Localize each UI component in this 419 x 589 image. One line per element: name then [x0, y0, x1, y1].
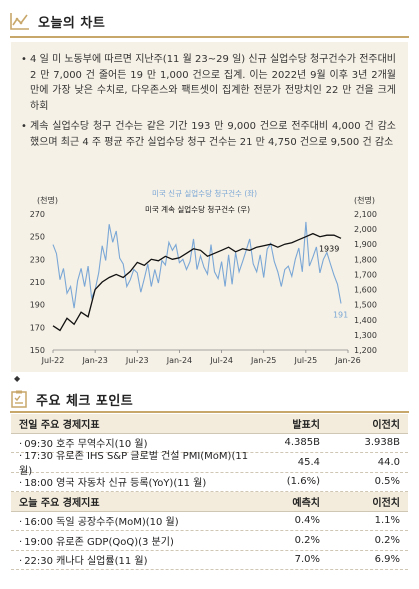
- x-tick-label: Jan-26: [334, 356, 360, 365]
- today-chart-rule: [10, 36, 409, 38]
- section-marker: ◆: [14, 374, 21, 383]
- left-unit-label: (천명): [37, 195, 58, 205]
- end-label-continuing-claims: 1939: [319, 244, 339, 253]
- row-value: 0.2%: [294, 534, 320, 546]
- prev-header-col2: 발표치: [292, 419, 320, 431]
- table-row: · 18:00 영국 자동차 신규 등록(YoY)(11 월) (1.6%) 0.…: [11, 473, 408, 492]
- right-tick-label: 1,700: [354, 270, 377, 279]
- row-value: (1.6%): [286, 476, 320, 488]
- checklist-icon: [11, 390, 27, 408]
- right-tick-label: 1,200: [354, 346, 377, 355]
- indicator-table: 전일 주요 경제지표 발표치 이전치 · 09:30 호주 무역수지(10 월) …: [11, 414, 408, 570]
- summary-bullet-2: 계속 실업수당 청구 건수는 같은 기간 193 만 9,000 건으로 전주대…: [21, 119, 396, 150]
- row-label: 22:30 캐나다 실업률(11 월): [24, 556, 148, 568]
- table-row: · 22:30 캐나다 실업률(11 월) 7.0% 6.9%: [11, 551, 408, 570]
- series-line-continuing-claims: [52, 232, 342, 332]
- row-label: 17:30 유로존 IHS S&P 글로벌 건설 PMI(MoM)(11 월): [19, 451, 249, 478]
- summary-bullet-1: 4 일 미 노동부에 따르면 지난주(11 월 23~29 일) 신규 실업수당…: [21, 52, 396, 114]
- left-tick-label: 210: [30, 278, 45, 287]
- left-tick-label: 170: [30, 323, 45, 332]
- table-row: · 17:30 유로존 IHS S&P 글로벌 건설 PMI(MoM)(11 월)…: [11, 451, 408, 477]
- right-tick-label: 1,500: [354, 301, 377, 310]
- row-prev: 6.9%: [374, 554, 400, 566]
- row-label: 09:30 호주 무역수지(10 월): [24, 439, 148, 451]
- right-tick-label: 1,800: [354, 255, 377, 264]
- row-label: 18:00 영국 자동차 신규 등록(YoY)(11 월): [24, 478, 207, 490]
- right-tick-label: 2,100: [354, 210, 377, 219]
- x-tick-label: Jul-22: [41, 356, 65, 365]
- prev-header-col3: 이전치: [372, 419, 400, 431]
- row-prev: 44.0: [377, 456, 400, 468]
- x-tick-label: Jan-24: [166, 356, 192, 365]
- today-chart-title: 오늘의 차트: [38, 15, 106, 31]
- left-tick-label: 270: [30, 210, 45, 219]
- today-header-col3: 이전치: [372, 497, 400, 509]
- check-points-rule: [10, 411, 409, 413]
- row-prev: 1.1%: [374, 515, 400, 527]
- today-header-col2: 예측치: [292, 497, 320, 509]
- today-indicators-header: 오늘 주요 경제지표 예측치 이전치: [11, 492, 408, 512]
- table-row: · 09:30 호주 무역수지(10 월) 4.385B 3.938B: [11, 434, 408, 453]
- x-tick-label: Jan-23: [81, 356, 107, 365]
- end-label-new-claims: 191: [333, 311, 348, 320]
- right-tick-label: 1,900: [354, 240, 377, 249]
- today-header-label: 오늘 주요 경제지표: [19, 497, 100, 509]
- x-tick-label: Jul-25: [293, 356, 317, 365]
- x-tick-label: Jul-23: [125, 356, 149, 365]
- legend-new-claims: 미국 신규 실업수당 청구건수 (좌): [152, 188, 257, 198]
- line-chart-icon: [10, 13, 29, 30]
- row-prev: 0.2%: [374, 534, 400, 546]
- claims-chart-svg: (천명) (천명) 미국 신규 실업수당 청구건수 (좌) 미국 계속 실업수당 청구…: [30, 188, 377, 365]
- row-prev: 3.938B: [364, 437, 401, 449]
- row-prev: 0.5%: [374, 476, 400, 488]
- check-points-header: 주요 체크 포인트: [10, 386, 133, 412]
- row-label: 16:00 독일 공장수주(MoM)(10 월): [24, 517, 179, 529]
- x-tick-label: Jul-24: [209, 356, 233, 365]
- prev-indicators-header: 전일 주요 경제지표 발표치 이전치: [11, 414, 408, 434]
- prev-header-label: 전일 주요 경제지표: [19, 419, 100, 431]
- left-tick-label: 230: [30, 255, 45, 264]
- right-tick-label: 1,600: [354, 286, 377, 295]
- table-row: · 16:00 독일 공장수주(MoM)(10 월) 0.4% 1.1%: [11, 512, 408, 531]
- legend-continuing-claims: 미국 계속 실업수당 청구건수 (우): [145, 204, 250, 214]
- today-chart-header: 오늘의 차트: [10, 8, 105, 34]
- left-tick-label: 190: [30, 301, 45, 310]
- summary-box: 4 일 미 노동부에 따르면 지난주(11 월 23~29 일) 신규 실업수당…: [11, 42, 408, 182]
- row-value: 45.4: [297, 456, 320, 468]
- row-value: 4.385B: [284, 437, 321, 449]
- row-value: 7.0%: [294, 554, 320, 566]
- left-tick-label: 250: [30, 233, 45, 242]
- check-points-title: 주요 체크 포인트: [36, 393, 134, 409]
- right-unit-label: (천명): [354, 195, 375, 205]
- row-label: 19:00 유로존 GDP(QoQ)(3 분기): [24, 536, 174, 548]
- right-tick-label: 1,400: [354, 316, 377, 325]
- x-tick-label: Jan-25: [250, 356, 276, 365]
- left-tick-label: 150: [30, 346, 45, 355]
- series-line-new-claims: [52, 221, 342, 309]
- row-value: 0.4%: [294, 515, 320, 527]
- right-tick-label: 2,000: [354, 225, 377, 234]
- right-tick-label: 1,300: [354, 331, 377, 340]
- table-row: · 19:00 유로존 GDP(QoQ)(3 분기) 0.2% 0.2%: [11, 531, 408, 551]
- claims-chart: (천명) (천명) 미국 신규 실업수당 청구건수 (좌) 미국 계속 실업수당 청구…: [11, 182, 408, 372]
